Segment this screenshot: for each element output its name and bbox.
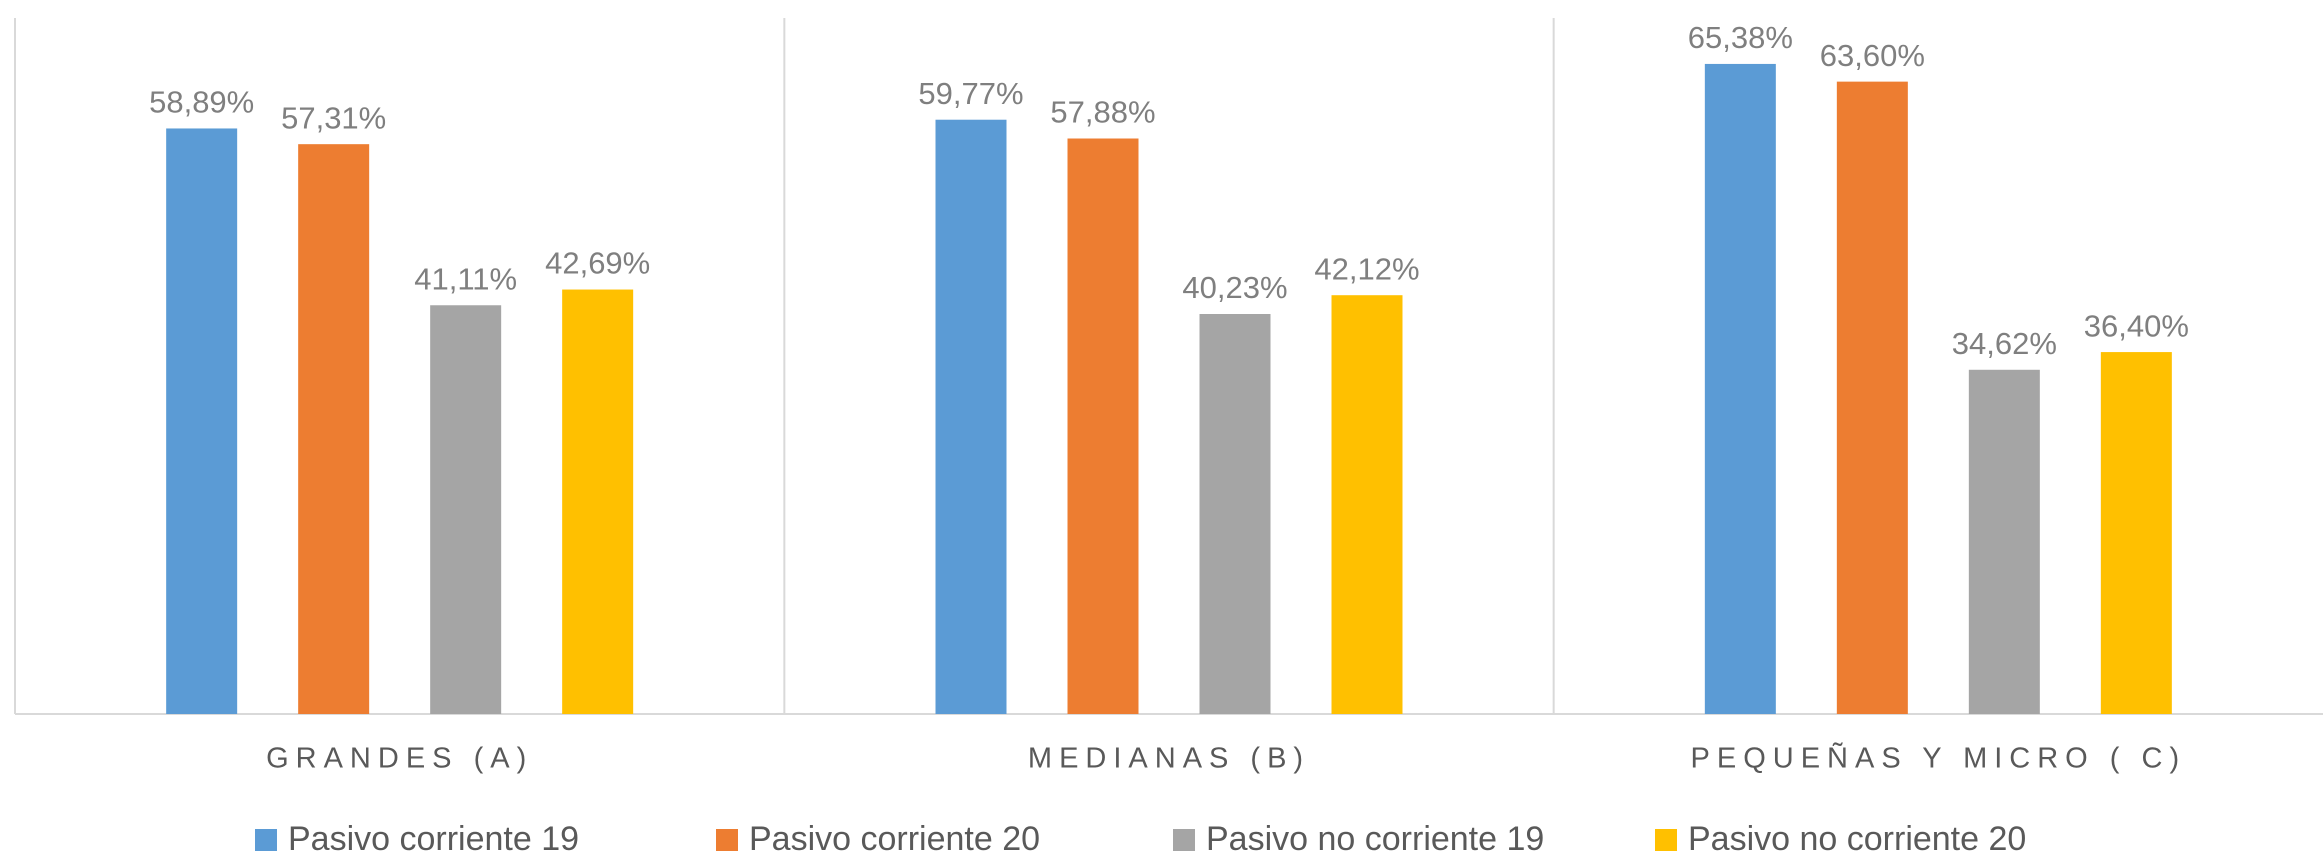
legend-label: Pasivo corriente 20 <box>749 820 1040 858</box>
bar <box>1968 369 2040 714</box>
data-label: 34,62% <box>1952 326 2057 361</box>
legend-label: Pasivo corriente 19 <box>288 820 579 858</box>
bar <box>562 289 634 714</box>
bar <box>430 305 502 714</box>
data-label: 65,38% <box>1688 20 1793 55</box>
bar <box>1067 138 1139 714</box>
bar <box>1199 313 1271 714</box>
bar <box>1836 81 1908 715</box>
data-label: 40,23% <box>1182 270 1287 305</box>
legend-swatch <box>716 829 738 851</box>
bar <box>1331 295 1403 714</box>
data-label: 57,88% <box>1050 95 1155 130</box>
bar <box>298 144 370 714</box>
x-tick-label: GRANDES (A) <box>266 743 533 775</box>
legend-label: Pasivo no corriente 19 <box>1206 820 1544 858</box>
x-tick-label: MEDIANAS (B) <box>1028 743 1310 775</box>
bar <box>2100 352 2172 714</box>
legend-swatch <box>1173 829 1195 851</box>
data-label: 36,40% <box>2084 308 2189 343</box>
bar <box>166 128 238 714</box>
data-label: 63,60% <box>1820 38 1925 73</box>
data-label: 57,31% <box>281 100 386 135</box>
bar <box>1704 63 1776 715</box>
legend-swatch <box>1655 829 1677 851</box>
bar <box>935 119 1007 714</box>
data-label: 59,77% <box>918 76 1023 111</box>
x-tick-label: PEQUEÑAS Y MICRO ( C) <box>1691 741 2187 775</box>
legend-swatch <box>255 829 277 851</box>
data-label: 58,89% <box>149 85 254 120</box>
data-label: 42,12% <box>1314 251 1419 286</box>
data-label: 41,11% <box>414 261 517 296</box>
legend-label: Pasivo no corriente 20 <box>1688 820 2026 858</box>
data-label: 42,69% <box>545 246 650 281</box>
